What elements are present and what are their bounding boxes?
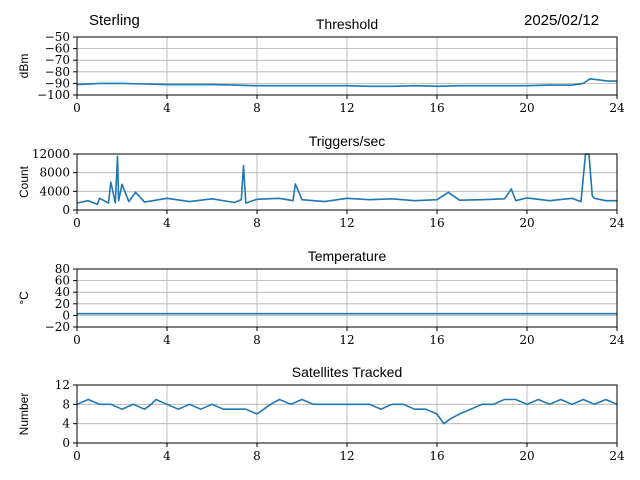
triggers-y-tick-label: 4000: [39, 184, 70, 198]
triggers-y-tick-label: 0: [62, 203, 70, 217]
threshold-series-line: [76, 78, 617, 88]
threshold-y-tick-label: −80: [45, 65, 70, 79]
satellites-series-line: [76, 398, 618, 425]
threshold-x-tick-label: 24: [609, 101, 625, 115]
satellites-y-tick-label: 0: [62, 436, 70, 450]
temperature-y-tick-label: 0: [62, 308, 70, 322]
threshold-title: Threshold: [316, 16, 378, 32]
threshold-x-tick-label: 0: [73, 101, 81, 115]
station-name: Sterling: [89, 12, 140, 29]
threshold-y-tick-label: −100: [37, 88, 70, 102]
temperature-title: Temperature: [308, 248, 387, 264]
satellites-y-tick-label: 8: [62, 397, 70, 411]
threshold-x-tick-label: 20: [519, 101, 534, 115]
temperature-y-tick-label: 60: [55, 274, 70, 288]
satellites-y-tick-label: 4: [62, 417, 70, 431]
temperature-x-tick-label: 4: [163, 333, 171, 347]
threshold-x-tick-label: 16: [429, 101, 444, 115]
satellites-title: Satellites Tracked: [292, 364, 403, 380]
satellites-x-tick-label: 12: [339, 449, 354, 463]
satellites-x-tick-label: 20: [519, 449, 534, 463]
satellites-y-label: Number: [17, 393, 31, 436]
triggers-y-label: Count: [17, 165, 31, 198]
temperature-y-tick-label: 80: [55, 262, 70, 276]
triggers-title: Triggers/sec: [309, 133, 386, 149]
triggers-x-tick-label: 8: [253, 216, 261, 230]
satellites-panel: 0 4 8 12 16 20 24 0 4 8 12 Satellites Tracked Number: [17, 364, 625, 463]
temperature-y-label: °C: [17, 291, 31, 305]
temperature-x-tick-label: 24: [609, 333, 625, 347]
threshold-y-tick-label: −50: [45, 30, 70, 44]
threshold-x-tick-label: 12: [339, 101, 354, 115]
temperature-y-tick-label: 20: [55, 297, 70, 311]
temperature-x-tick-label: 0: [73, 333, 81, 347]
temperature-x-tick-label: 8: [253, 333, 261, 347]
satellites-x-tick-label: 24: [609, 449, 625, 463]
threshold-y-tick-label: −90: [45, 76, 70, 90]
triggers-y-tick-label: 8000: [39, 166, 70, 180]
temperature-x-tick-label: 20: [519, 333, 534, 347]
temperature-y-tick-label: −20: [45, 320, 70, 334]
satellites-x-tick-label: 4: [163, 449, 171, 463]
satellites-y-tick-label: 12: [55, 378, 70, 392]
threshold-x-tick-label: 4: [163, 101, 171, 115]
temperature-x-tick-label: 12: [339, 333, 354, 347]
satellites-x-tick-label: 0: [73, 449, 81, 463]
threshold-x-tick-label: 8: [253, 101, 261, 115]
temperature-x-tick-label: 16: [429, 333, 444, 347]
threshold-y-label: dBm: [17, 54, 31, 79]
date-label: 2025/02/12: [524, 12, 600, 29]
satellites-x-tick-label: 8: [253, 449, 261, 463]
triggers-x-tick-label: 24: [609, 216, 625, 230]
threshold-panel: 0 4 8 12 16 20 24 −100−90−80−70−60−50 Threshold d…: [17, 16, 625, 115]
triggers-x-tick-label: 0: [73, 216, 81, 230]
triggers-panel: 0 4 8 12 16 20 24 0 4000 8000 12000 Triggers/sec Cou…: [17, 133, 625, 230]
triggers-x-tick-label: 20: [519, 216, 534, 230]
temperature-y-tick-label: 40: [55, 285, 70, 299]
triggers-x-tick-label: 4: [163, 216, 171, 230]
threshold-y-tick-label: −70: [45, 53, 70, 67]
triggers-y-tick-label: 12000: [32, 147, 70, 161]
triggers-series-line: [76, 153, 617, 206]
triggers-x-tick-label: 16: [429, 216, 444, 230]
threshold-y-tick-label: −60: [45, 42, 70, 56]
triggers-x-tick-label: 12: [339, 216, 354, 230]
satellites-x-tick-label: 16: [429, 449, 444, 463]
